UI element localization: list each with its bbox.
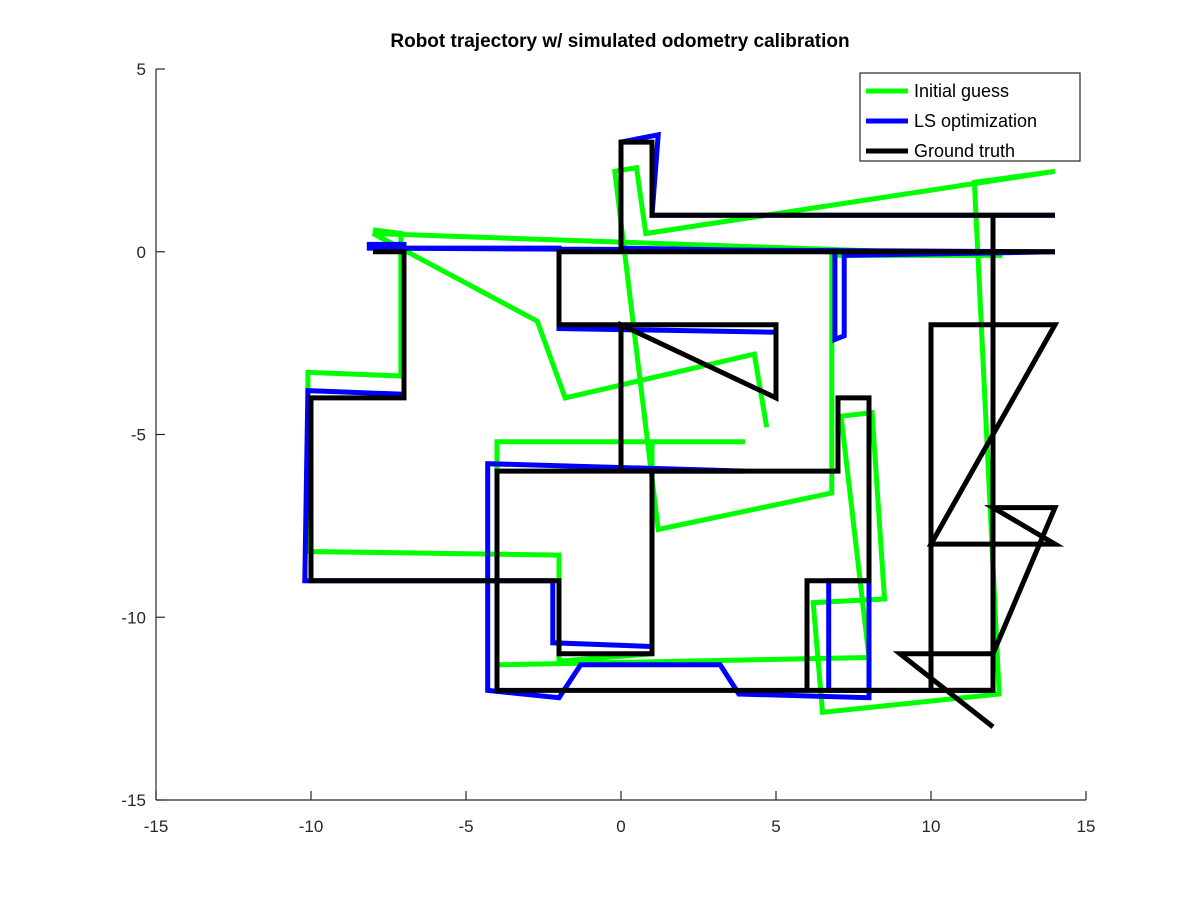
- axes-layer: -15 -10 -5 0 5 10 15 -15 -10 -5 0 5: [121, 60, 1095, 836]
- legend-label-1: Initial guess: [914, 81, 1009, 101]
- legend: Initial guess LS optimization Ground truth: [859, 72, 1081, 162]
- y-tick-label: -15: [121, 791, 146, 810]
- y-tick-label: -10: [121, 608, 146, 627]
- x-tick-label: -5: [458, 817, 473, 836]
- x-tick-label: 5: [771, 817, 780, 836]
- x-tick-label: 10: [922, 817, 941, 836]
- x-tick-label: -15: [144, 817, 169, 836]
- legend-label-3: Ground truth: [914, 141, 1015, 161]
- x-tick-label: 15: [1077, 817, 1096, 836]
- series-line-3: [308, 139, 1065, 729]
- series-layer: [302, 131, 1065, 729]
- series-line-2: [302, 131, 1056, 701]
- y-tick-label: -5: [131, 426, 146, 445]
- legend-label-2: LS optimization: [914, 111, 1037, 131]
- legend-box: [859, 72, 1081, 162]
- x-tick-label: 0: [616, 817, 625, 836]
- y-tick-label: 5: [137, 60, 146, 79]
- y-tick-label: 0: [137, 243, 146, 262]
- chart-title: Robot trajectory w/ simulated odometry c…: [390, 31, 849, 52]
- x-tick-label: -10: [299, 817, 324, 836]
